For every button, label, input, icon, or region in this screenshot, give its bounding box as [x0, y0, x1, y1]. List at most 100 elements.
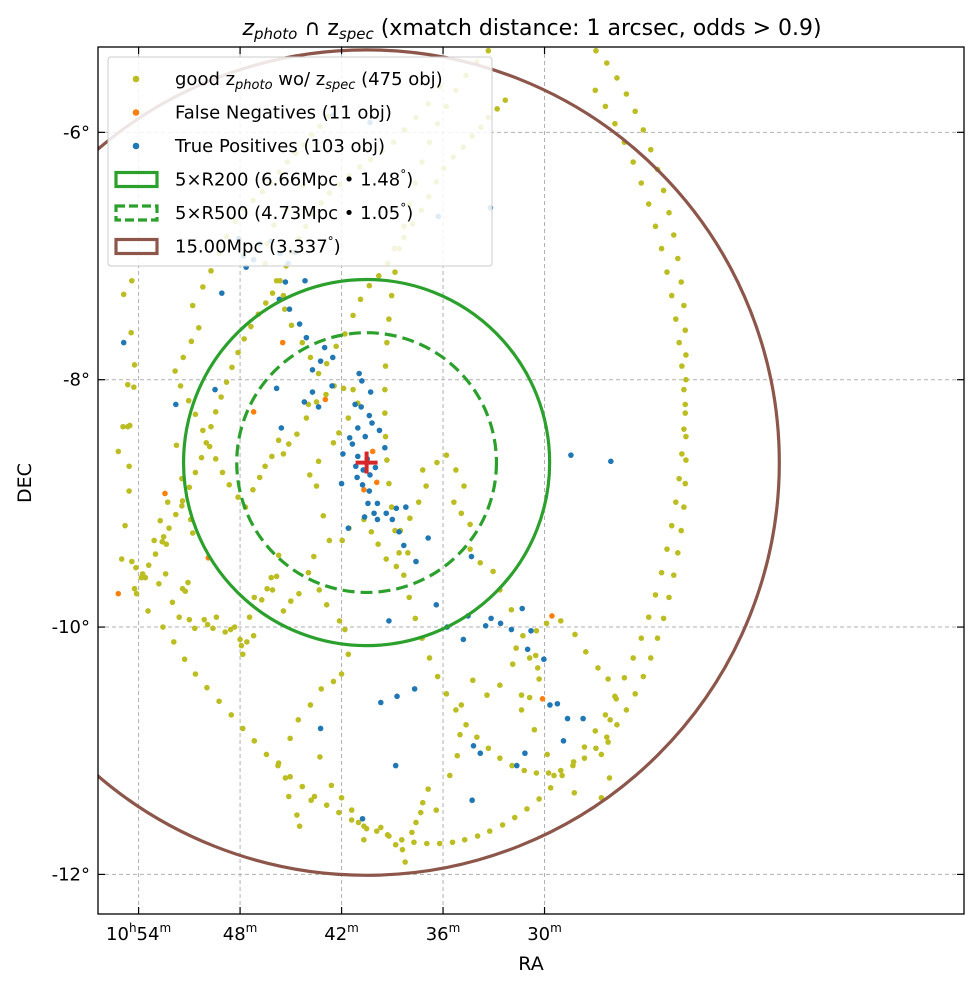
scatter-point-series-0: [348, 817, 355, 823]
scatter-point-series-0: [169, 599, 176, 606]
scatter-point-series-2: [460, 636, 467, 643]
scatter-point-series-0: [250, 486, 256, 493]
scatter-point-series-0: [277, 277, 283, 284]
scatter-point-series-0: [185, 579, 191, 586]
scatter-point-series-0: [581, 755, 588, 761]
scatter-point-series-0: [518, 692, 525, 698]
scatter-point-series-0: [375, 541, 381, 547]
scatter-point-series-0: [652, 223, 659, 230]
scatter-point-series-2: [329, 383, 335, 389]
cluster-center: [355, 451, 378, 474]
scatter-point-series-0: [203, 439, 210, 446]
scatter-point-series-0: [621, 674, 628, 681]
scatter-point-series-0: [275, 552, 282, 559]
scatter-point-series-0: [672, 499, 679, 505]
scatter-point-series-0: [268, 574, 275, 581]
scatter-point-series-2: [282, 279, 289, 285]
scatter-point-series-0: [417, 809, 424, 816]
title-post: (xmatch distance: 1 arcsec, odds > 0.9): [374, 16, 822, 41]
scatter-point-series-0: [454, 752, 461, 759]
scatter-point-series-0: [299, 783, 306, 790]
scatter-point-series-2: [374, 516, 381, 523]
scatter-point-series-0: [602, 712, 609, 718]
scatter-point-series-0: [318, 686, 325, 692]
scatter-point-series-0: [679, 363, 685, 369]
scatter-point-series-1: [369, 448, 376, 455]
scatter-point-series-0: [115, 448, 122, 455]
scatter-point-series-0: [457, 731, 463, 738]
scatter-point-series-0: [237, 636, 243, 643]
scatter-point-series-0: [231, 624, 238, 630]
scatter-point-series-0: [269, 290, 276, 296]
scatter-point-series-0: [526, 655, 533, 661]
scatter-point-series-0: [269, 587, 276, 593]
scatter-point-series-2: [354, 474, 360, 481]
scatter-point-series-0: [640, 127, 647, 133]
scatter-point-series-1: [322, 396, 329, 403]
scatter-point-series-0: [605, 739, 611, 745]
scatter-point-series-0: [219, 469, 226, 476]
scatter-point-series-0: [131, 362, 138, 368]
title-z-photo: z: [241, 16, 254, 41]
scatter-point-series-0: [192, 671, 199, 677]
x-tick-label: 30m: [527, 921, 562, 945]
scatter-point-series-0: [250, 632, 257, 639]
scatter-point-series-0: [218, 394, 224, 400]
scatter-point-series-0: [419, 467, 426, 473]
scatter-point-series-0: [526, 694, 533, 701]
scatter-point-series-2: [303, 334, 310, 341]
legend-marker-box: [114, 170, 159, 189]
scatter-point-series-0: [128, 329, 134, 336]
scatter-point-series-0: [251, 594, 258, 601]
scatter-point-series-0: [122, 522, 128, 529]
scatter-point-series-0: [647, 146, 654, 153]
scatter-point-series-2: [513, 762, 520, 769]
scatter-point-series-2: [309, 367, 316, 373]
legend-entry-label: 5×R500 (4.73Mpc • 1.05°): [175, 201, 413, 224]
scatter-point-series-0: [124, 381, 131, 388]
scatter-point-series-0: [229, 364, 235, 371]
scatter-point-series-2: [366, 412, 373, 419]
scatter-point-series-0: [223, 379, 230, 385]
scatter-point-series-2: [488, 615, 494, 622]
scatter-point-series-0: [494, 106, 500, 112]
legend-entry-label: 15.00Mpc (3.337°): [175, 235, 341, 258]
scatter-point-series-0: [593, 47, 599, 54]
scatter-point-series-0: [675, 255, 681, 262]
scatter-point-series-0: [393, 563, 400, 570]
scatter-point-series-0: [436, 840, 443, 847]
legend-entry-label: 5×R200 (6.66Mpc • 1.48°): [175, 168, 413, 191]
scatter-point-series-0: [593, 745, 599, 752]
legend-marker-dot: [132, 142, 140, 150]
scatter-point-series-0: [294, 431, 300, 437]
scatter-point-series-0: [157, 517, 164, 524]
scatter-point-series-0: [396, 550, 402, 556]
scatter-point-series-0: [368, 529, 375, 535]
scatter-point-series-0: [239, 725, 246, 732]
scatter-point-series-0: [660, 187, 667, 194]
scatter-point-series-0: [129, 277, 135, 284]
scatter-point-series-2: [301, 399, 308, 405]
scatter-point-series-0: [295, 717, 302, 723]
scatter-point-series-0: [120, 423, 126, 430]
scatter-point-series-0: [485, 745, 492, 752]
scatter-point-series-0: [311, 553, 317, 560]
scatter-point-series-2: [547, 702, 553, 708]
scatter-point-series-0: [426, 655, 433, 661]
scatter-point-series-0: [373, 828, 380, 834]
scatter-point-series-0: [484, 692, 490, 698]
scatter-point-series-0: [668, 522, 675, 529]
scatter-point-series-2: [355, 453, 361, 460]
scatter-point-series-0: [467, 521, 473, 528]
scatter-point-series-0: [204, 684, 210, 691]
scatter-point-series-0: [156, 580, 162, 587]
scatter-point-series-0: [499, 822, 506, 828]
scatter-point-series-2: [296, 321, 303, 327]
scatter-point-series-0: [133, 564, 139, 571]
scatter-point-series-0: [474, 734, 480, 740]
scatter-point-series-0: [668, 292, 675, 299]
scatter-point-series-0: [676, 339, 682, 346]
scatter-point-series-2: [411, 686, 418, 692]
scatter-point-series-0: [683, 433, 689, 440]
scatter-point-series-0: [210, 625, 216, 632]
